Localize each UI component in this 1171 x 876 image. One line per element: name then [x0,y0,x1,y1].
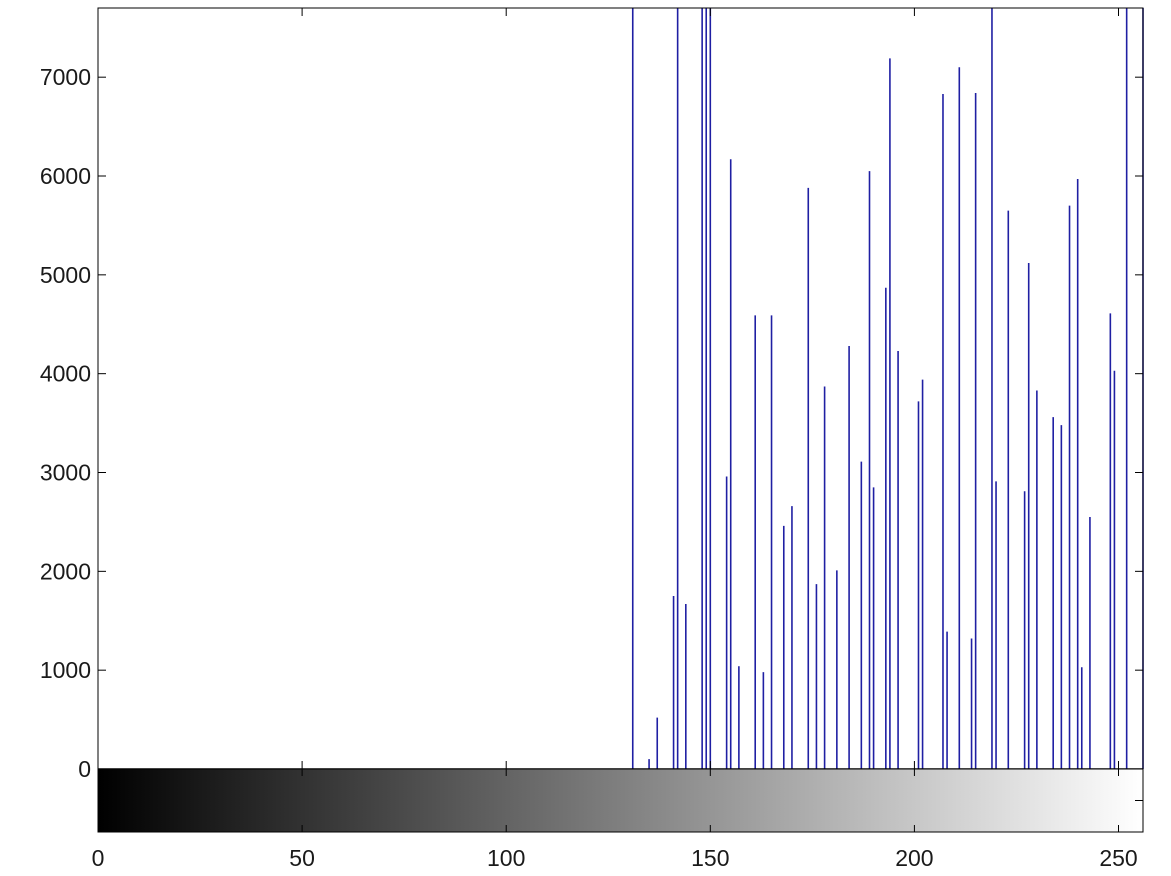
y-axis: 0 1000 2000 3000 4000 5000 6000 7000 [40,64,1143,782]
plot-area [98,8,1143,769]
x-tick-label: 150 [691,845,729,871]
y-tick-label: 1000 [40,657,91,683]
grayscale-colorbar [98,769,1143,832]
x-axis: 0 50 100 150 200 250 [92,8,1143,871]
y-tick-label: 4000 [40,361,91,387]
x-tick-label: 250 [1099,845,1137,871]
x-tick-label: 100 [487,845,525,871]
y-tick-label: 2000 [40,558,91,584]
y-tick-label: 5000 [40,262,91,288]
x-tick-label: 200 [895,845,933,871]
y-tick-label: 0 [78,756,91,782]
y-tick-label: 6000 [40,163,91,189]
y-tick-label: 7000 [40,64,91,90]
x-tick-label: 0 [92,845,105,871]
x-tick-label: 50 [289,845,315,871]
y-tick-label: 3000 [40,460,91,486]
